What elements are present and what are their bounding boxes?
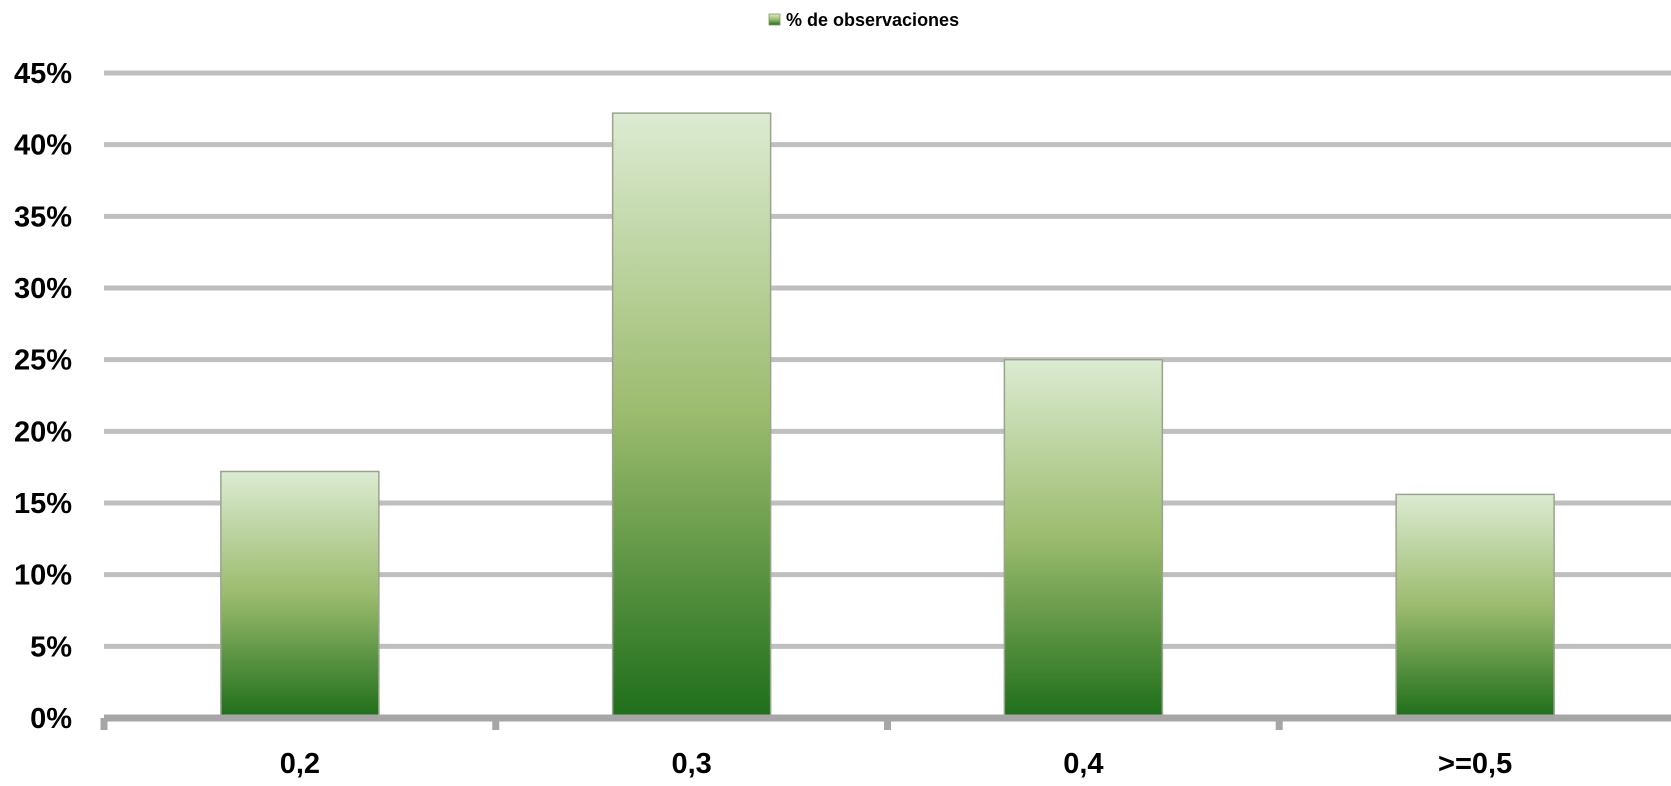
x-tick-label: 0,4	[1063, 748, 1103, 780]
y-tick-label: 5%	[30, 631, 72, 663]
y-tick-label: 0%	[30, 703, 72, 735]
y-tick-label: 25%	[14, 345, 72, 377]
bars	[220, 112, 1555, 719]
bar	[1395, 493, 1555, 719]
legend-label: % de observaciones	[786, 10, 959, 30]
bar	[611, 112, 772, 719]
x-axis	[100, 714, 1671, 730]
legend: % de observaciones	[768, 10, 959, 30]
bar	[1003, 358, 1164, 719]
x-tick-label: 0,2	[280, 748, 320, 780]
y-tick-label: 20%	[14, 416, 72, 448]
x-axis-tick-labels: 0,2 0,3 0,4 >=0,5	[280, 748, 1513, 780]
y-tick-label: 30%	[14, 273, 72, 305]
y-tick-label: 40%	[14, 130, 72, 162]
y-axis-tick-labels: 0% 5% 10% 15% 20% 25% 30% 35% 40% 45%	[14, 58, 72, 735]
legend-swatch	[768, 13, 781, 26]
y-tick-label: 15%	[14, 488, 72, 520]
x-tick-label: 0,3	[671, 748, 711, 780]
x-tick-label: >=0,5	[1438, 748, 1512, 780]
y-tick-label: 45%	[14, 58, 72, 90]
y-tick-label: 10%	[14, 560, 72, 592]
bar	[220, 470, 380, 719]
y-tick-label: 35%	[14, 201, 72, 233]
